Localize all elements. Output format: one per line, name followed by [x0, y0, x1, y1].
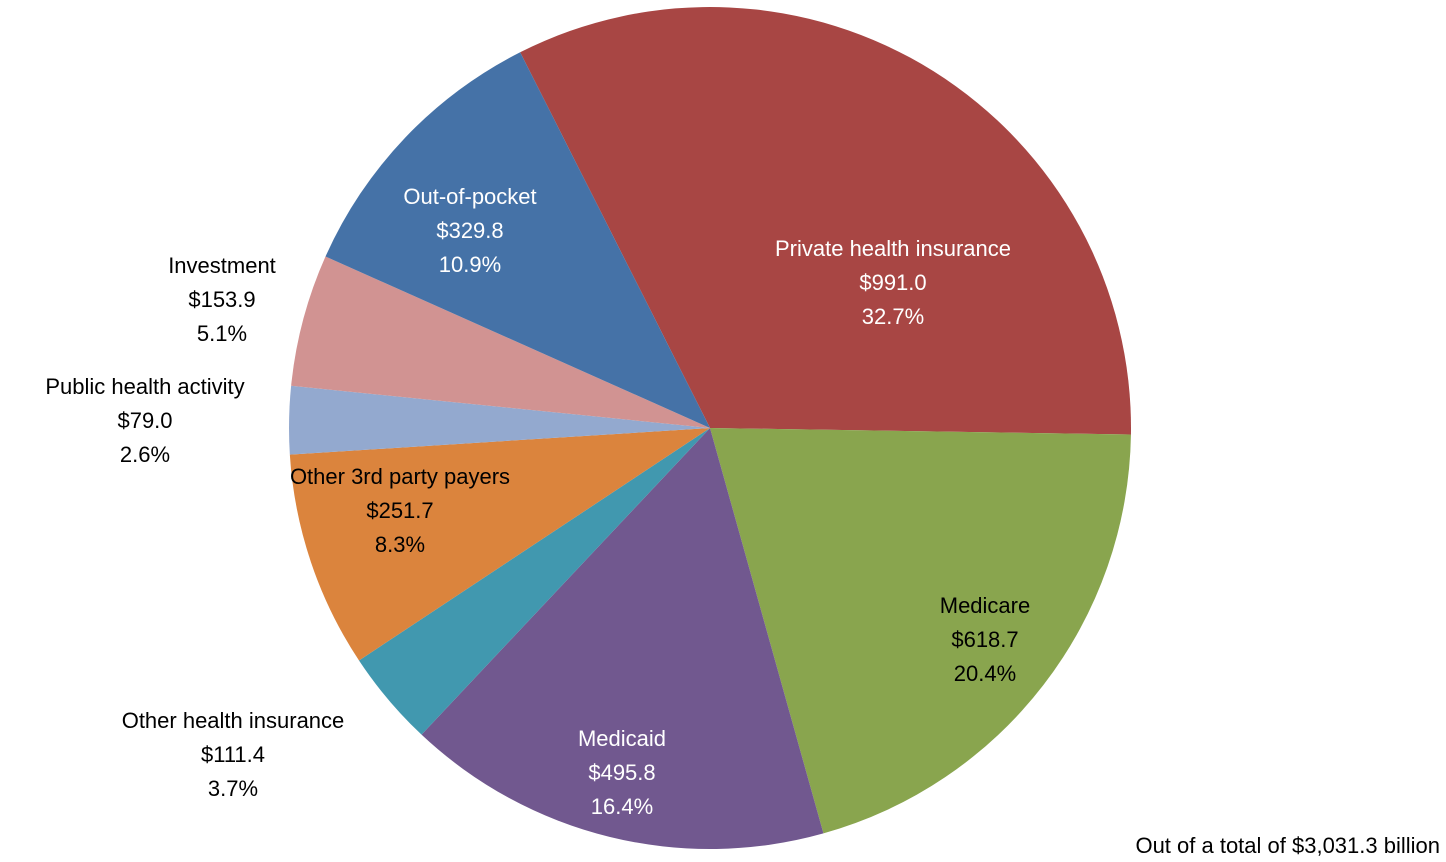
value-label: $111.4: [201, 742, 265, 767]
percent-label: 10.9%: [439, 252, 501, 277]
slice-label: Private health insurance: [775, 236, 1011, 261]
slice-label: Investment: [168, 253, 276, 278]
pie-slice: [289, 385, 710, 455]
slice-label: Medicare: [940, 593, 1030, 618]
slice-label: Medicaid: [578, 726, 666, 751]
percent-label: 8.3%: [375, 532, 425, 557]
percent-label: 16.4%: [591, 794, 653, 819]
pie-slice: [520, 6, 1131, 435]
pie-slice: [421, 428, 824, 849]
percent-label: 20.4%: [954, 661, 1016, 686]
pie-slice: [359, 428, 710, 735]
value-label: $251.7: [366, 498, 433, 523]
pie-slice: [291, 256, 710, 428]
value-label: $329.8: [436, 218, 503, 243]
pie-slice: [289, 428, 710, 661]
value-label: $991.0: [859, 270, 926, 295]
value-label: $495.8: [588, 760, 655, 785]
pie-slice: [710, 428, 1131, 834]
slice-label: Public health activity: [45, 374, 244, 399]
percent-label: 32.7%: [862, 304, 924, 329]
percent-label: 5.1%: [197, 321, 247, 346]
percent-label: 2.6%: [120, 442, 170, 467]
pie-slice: [325, 52, 710, 428]
slice-label: Other 3rd party payers: [290, 464, 510, 489]
slice-label: Other health insurance: [122, 708, 345, 733]
slice-label: Out-of-pocket: [403, 184, 536, 209]
value-label: $618.7: [951, 627, 1018, 652]
value-label: $79.0: [117, 408, 172, 433]
pie: [289, 6, 1131, 849]
footnote: Out of a total of $3,031.3 billion: [1135, 833, 1440, 858]
percent-label: 3.7%: [208, 776, 258, 801]
value-label: $153.9: [188, 287, 255, 312]
